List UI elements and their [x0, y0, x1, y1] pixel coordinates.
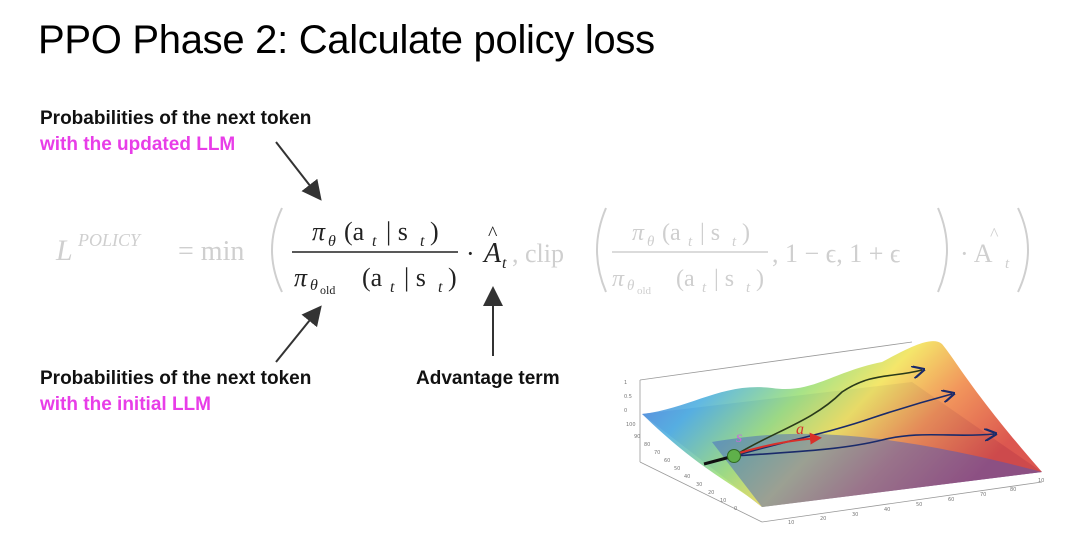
- formula-paren-left-clip: [596, 207, 607, 293]
- formula-clip-den-args: (a: [676, 266, 695, 292]
- formula-clip-num-t2: t: [732, 234, 737, 250]
- policy-loss-formula: L POLICY = min π θ (a t | s t ) π θ old …: [55, 207, 1029, 297]
- formula-den-old: old: [320, 283, 335, 297]
- formula-clip-den-t2: t: [746, 280, 751, 296]
- svg-text:10: 10: [1038, 478, 1044, 484]
- trajectory-top: [733, 370, 922, 457]
- formula-hat-mark: ^: [488, 223, 498, 245]
- svg-text:50: 50: [674, 466, 680, 472]
- formula-den-bar-s: | s: [404, 263, 426, 292]
- formula-lhs: L: [55, 234, 73, 267]
- svg-text:0: 0: [624, 408, 627, 414]
- svg-text:30: 30: [852, 512, 858, 518]
- svg-text:60: 60: [948, 497, 954, 503]
- label-initial-line1: Probabilities of the next token: [40, 368, 312, 389]
- formula-clip-den-old: old: [637, 285, 652, 297]
- label-initial-line2: with the initial LLM: [40, 394, 211, 415]
- formula-num-t2: t: [420, 233, 425, 250]
- formula-clip-den-pi: π: [612, 266, 625, 292]
- action-arrow: [735, 432, 822, 455]
- svg-text:0: 0: [734, 506, 737, 512]
- formula-clip-num-args: (a: [662, 220, 681, 246]
- formula-tail-hat: ^: [990, 224, 999, 244]
- formula-num-args: (a: [344, 217, 365, 246]
- formula-A-hat: A: [482, 238, 502, 269]
- formula-den-args: (a: [362, 263, 383, 292]
- state-label: s: [736, 429, 742, 446]
- formula-num-close: ): [430, 217, 439, 246]
- arrow-initial-to-denominator: [275, 305, 322, 363]
- svg-text:70: 70: [980, 492, 986, 498]
- formula-paren-left-outer: [271, 207, 283, 293]
- formula-den-t2: t: [438, 279, 443, 296]
- formula-num-theta: θ: [328, 233, 336, 250]
- label-initial-llm: Probabilities of the next token with the…: [40, 366, 311, 418]
- svg-text:40: 40: [884, 507, 890, 513]
- formula-clip-den-bar-s: | s: [714, 266, 734, 292]
- svg-text:80: 80: [1010, 487, 1016, 493]
- formula-dot: ·: [466, 239, 475, 268]
- surface-hump: [642, 341, 1042, 507]
- svg-text:50: 50: [916, 502, 922, 508]
- svg-text:20: 20: [820, 516, 826, 522]
- svg-text:40: 40: [684, 474, 690, 480]
- svg-text:20: 20: [708, 490, 714, 496]
- formula-num-t: t: [372, 233, 377, 250]
- trajectory-bottom: [733, 434, 994, 457]
- svg-text:0.5: 0.5: [624, 394, 632, 400]
- formula-tail-sub-t: t: [1005, 256, 1010, 272]
- formula-clip-den-t: t: [702, 280, 707, 296]
- formula-num-pi: π: [312, 217, 326, 246]
- label-advantage-term: Advantage term: [416, 368, 560, 389]
- svg-text:90: 90: [634, 434, 640, 440]
- formula-clip-num-theta: θ: [647, 234, 655, 250]
- page-title: PPO Phase 2: Calculate policy loss: [38, 18, 655, 62]
- formula-den-pi: π: [294, 263, 308, 292]
- svg-text:60: 60: [664, 458, 670, 464]
- formula-clip-num-close: ): [742, 220, 750, 246]
- formula-lhs-sup: POLICY: [77, 230, 142, 250]
- formula-den-theta: θ: [310, 277, 318, 294]
- svg-text:1: 1: [624, 380, 627, 386]
- formula-dot-A-tail: · A: [960, 239, 993, 268]
- svg-text:70: 70: [654, 450, 660, 456]
- svg-text:10: 10: [720, 498, 726, 504]
- formula-clip-num-t: t: [688, 234, 693, 250]
- label-updated-line2: with the updated LLM: [40, 134, 236, 155]
- formula-comma-clip: , clip: [512, 239, 564, 268]
- formula-den-close: ): [448, 263, 457, 292]
- action-label: a: [796, 421, 804, 438]
- formula-A-sub-t: t: [502, 255, 507, 272]
- formula-clip-num-bar-s: | s: [700, 220, 720, 246]
- formula-paren-right-outer: [1017, 207, 1029, 293]
- formula-paren-right-clip: [937, 207, 948, 293]
- label-updated-line1: Probabilities of the next token: [40, 108, 312, 129]
- svg-text:100: 100: [626, 422, 636, 428]
- svg-text:30: 30: [696, 482, 702, 488]
- state-dot: [727, 449, 741, 463]
- formula-clip-den-close: ): [756, 266, 764, 292]
- formula-den-t: t: [390, 279, 395, 296]
- formula-eps-bounds: , 1 − ϵ, 1 + ϵ: [772, 239, 900, 268]
- svg-text:80: 80: [644, 442, 650, 448]
- formula-eq-min: = min: [178, 236, 244, 267]
- formula-clip-num-pi: π: [632, 220, 645, 246]
- label-updated-llm: Probabilities of the next token with the…: [40, 106, 311, 158]
- formula-clip-den-theta: θ: [627, 278, 635, 294]
- surface-axes: [639, 341, 1043, 523]
- svg-text:10: 10: [788, 520, 794, 526]
- formula-num-bar-s: | s: [386, 217, 408, 246]
